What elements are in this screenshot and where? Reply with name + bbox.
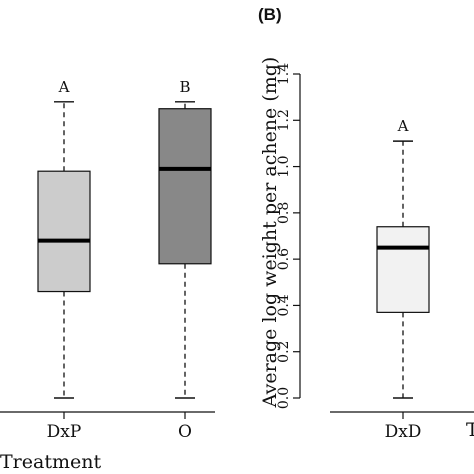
- significance-letter: A: [397, 117, 409, 135]
- y-tick-label: 0.2: [276, 341, 292, 363]
- box-o: BO: [158, 78, 212, 442]
- significance-letter: B: [179, 78, 190, 96]
- iqr-box: [37, 170, 91, 293]
- box-dxd: A DxD: [376, 117, 430, 442]
- iqr-box: [376, 226, 430, 313]
- y-tick-label: 1.2: [276, 109, 292, 131]
- x-tick-label: DxD: [385, 422, 422, 442]
- panel-b-y-ticks: 0.0 0.2 0.4 0.6 0.8 1.0 1.2 1.4: [276, 63, 300, 409]
- panel-b-y-axis-title: Average log weight per achene (mg): [259, 57, 281, 409]
- significance-letter: A: [58, 78, 70, 96]
- x-tick-label: DxP: [47, 422, 82, 442]
- y-tick-label: 0.6: [276, 248, 292, 270]
- panel-a-x-axis-title: Treatment: [0, 451, 101, 473]
- y-tick-label: 0.0: [276, 387, 292, 409]
- box-dxp: A DxP: [37, 78, 91, 442]
- iqr-box: [158, 108, 212, 265]
- y-tick-label: 0.4: [276, 294, 292, 316]
- y-tick-label: 0.8: [276, 202, 292, 224]
- y-tick-label: 1.0: [276, 155, 292, 177]
- panel-b-boxes: A DxD: [376, 117, 430, 442]
- panel-b: (B) Average log weight per achene (mg) 0…: [258, 5, 474, 442]
- y-tick-label: 1.4: [276, 63, 292, 85]
- panel-b-partial-label: T: [466, 419, 474, 441]
- x-tick-label: O: [178, 422, 192, 442]
- panel-b-label: (B): [258, 5, 282, 24]
